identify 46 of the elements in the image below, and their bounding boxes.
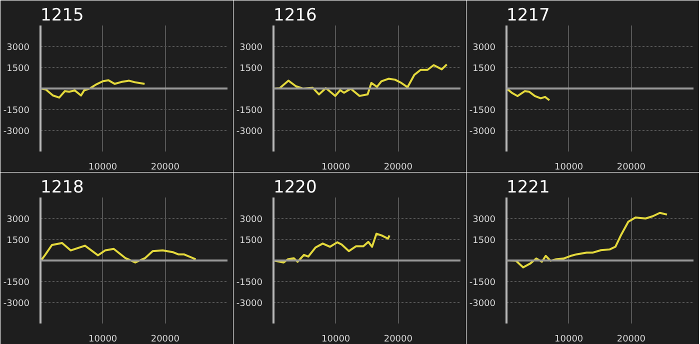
y-tick-label: 1500 [472,64,496,74]
y-tick-label: 3000 [6,43,30,53]
x-tick-label: 10000 [88,162,118,172]
x-tick-label: 10000 [322,334,350,344]
line-series [506,88,550,102]
line-series [40,79,146,99]
y-tick-label: 3000 [240,43,263,53]
x-tick-label: 20000 [616,162,646,172]
y-tick-label: -1500 [236,106,263,116]
y-tick-label: -3000 [469,127,496,137]
y-tick-label: -1500 [469,106,496,116]
y-tick-label: 1500 [472,236,496,246]
chart-title: 1217 [506,6,550,26]
chart-title: 1215 [40,6,84,26]
chart-title: 1220 [274,178,317,198]
x-tick-label: 10000 [322,162,350,172]
y-tick-label: 3000 [240,215,263,225]
y-tick-label: -1500 [3,278,30,288]
y-tick-label: -3000 [3,127,30,137]
y-tick-label: 3000 [472,43,496,53]
chart-title: 1221 [506,178,550,198]
x-tick-label: 10000 [554,162,584,172]
y-tick-label: 1500 [240,64,263,74]
y-tick-label: -1500 [3,106,30,116]
line-series [274,232,390,264]
y-tick-label: -1500 [236,278,263,288]
x-tick-label: 20000 [384,334,413,344]
y-tick-label: 3000 [6,215,30,225]
y-tick-label: -3000 [236,127,263,137]
y-tick-label: 3000 [472,215,496,225]
chart-title: 1216 [274,6,317,26]
y-tick-label: -3000 [3,299,30,309]
y-tick-label: 1500 [6,236,30,246]
line-series [40,242,197,264]
y-tick-label: -3000 [469,299,496,309]
x-tick-label: 20000 [150,162,180,172]
y-tick-label: 1500 [240,236,263,246]
x-tick-label: 20000 [616,334,646,344]
x-tick-label: 10000 [88,334,118,344]
y-tick-label: 1500 [6,64,30,74]
y-tick-label: -1500 [469,278,496,288]
x-tick-label: 20000 [150,334,180,344]
x-tick-label: 10000 [554,334,584,344]
chart-title: 1218 [40,178,84,198]
x-tick-label: 20000 [384,162,413,172]
y-tick-label: -3000 [236,299,263,309]
